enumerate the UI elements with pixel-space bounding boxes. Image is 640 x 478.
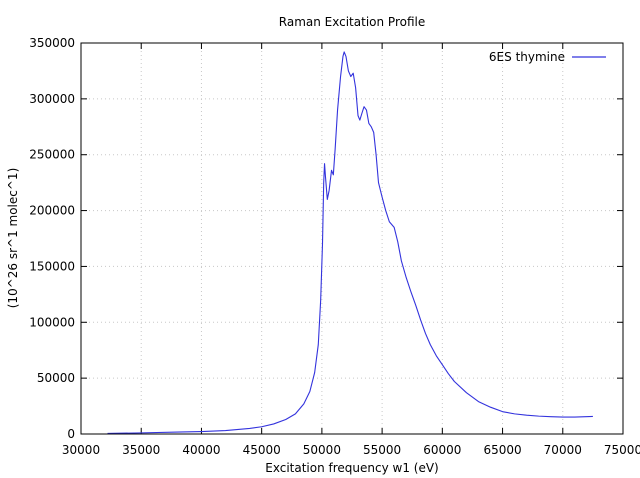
y-tick-label: 300000 — [29, 92, 75, 106]
y-tick-label: 350000 — [29, 36, 75, 50]
y-tick-label: 0 — [67, 427, 75, 441]
x-tick-label: 45000 — [243, 443, 281, 457]
series-layer — [107, 51, 593, 434]
chart-title: Raman Excitation Profile — [279, 15, 425, 29]
y-tick-label: 150000 — [29, 259, 75, 273]
x-tick-label: 70000 — [544, 443, 582, 457]
x-tick-label: 75000 — [604, 443, 640, 457]
plot-frame — [80, 42, 624, 435]
x-axis-title: Excitation frequency w1 (eV) — [265, 461, 438, 475]
x-tick-label: 30000 — [62, 443, 100, 457]
x-tick-label: 40000 — [182, 443, 220, 457]
x-tick-label: 50000 — [303, 443, 341, 457]
legend-label: 6ES thymine — [489, 50, 565, 64]
series-line — [107, 51, 593, 434]
y-tick-label: 250000 — [29, 148, 75, 162]
y-tick-label: 50000 — [37, 371, 75, 385]
x-tick-label: 55000 — [363, 443, 401, 457]
y-tick-label: 200000 — [29, 204, 75, 218]
x-tick-label: 65000 — [483, 443, 521, 457]
ticks: 30000 35000 40000 45000 50000 55000 60000 65000… — [29, 36, 640, 457]
y-tick-label: 100000 — [29, 315, 75, 329]
x-tick-label: 35000 — [122, 443, 160, 457]
y-axis-title: (10^26 sr^1 molec^1) — [6, 168, 20, 309]
legend: 6ES thymine — [489, 50, 606, 64]
x-tick-label: 60000 — [423, 443, 461, 457]
